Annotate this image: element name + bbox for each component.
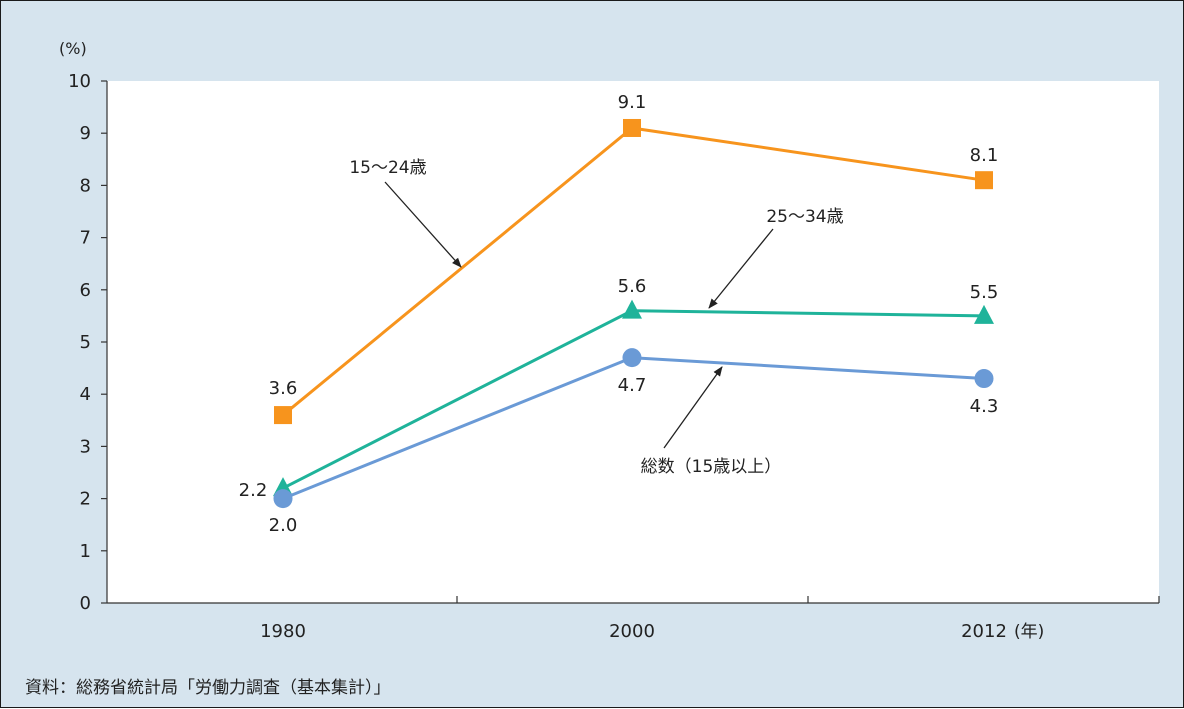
x-tick-label: 2012: [961, 621, 1007, 642]
data-label: 2.0: [269, 515, 298, 536]
x-unit-label: (年): [1014, 622, 1044, 642]
series-name-label: 15～24歳: [349, 158, 426, 178]
series-marker-square: [975, 171, 993, 190]
x-tick-label: 2000: [609, 621, 655, 642]
y-tick-label: 3: [80, 436, 91, 457]
series-marker-circle: [974, 369, 994, 389]
data-label: 9.1: [618, 92, 647, 113]
data-label: 4.7: [618, 375, 647, 396]
data-label: 2.2: [239, 480, 268, 501]
series-marker-square: [623, 118, 641, 137]
y-tick-label: 8: [80, 175, 91, 196]
y-tick-label: 10: [68, 71, 91, 92]
y-unit-label: (%): [59, 39, 87, 58]
series-arrow-pointer: [663, 366, 723, 449]
series-arrow-pointer: [384, 181, 462, 268]
series-marker-square: [274, 406, 292, 425]
source-note: 資料：総務省統計局「労働力調査（基本集計）」: [25, 678, 391, 698]
y-tick-label: 2: [80, 489, 91, 510]
series-marker-triangle: [974, 304, 994, 324]
plot-area: [107, 81, 1159, 603]
y-tick-label: 1: [80, 541, 91, 562]
series-marker-circle: [273, 489, 293, 509]
series-arrow-pointer: [708, 228, 774, 309]
y-tick-label: 0: [80, 593, 91, 614]
data-label: 5.6: [618, 276, 647, 297]
y-tick-label: 6: [80, 280, 91, 301]
series-marker-circle: [622, 348, 642, 368]
series-marker-triangle: [622, 299, 642, 319]
y-tick-label: 4: [80, 384, 91, 405]
x-tick-label: 1980: [260, 621, 306, 642]
data-label: 8.1: [970, 145, 999, 166]
y-tick-label: 5: [80, 332, 91, 353]
series-name-label: 25～34歳: [766, 207, 843, 227]
data-label: 4.3: [970, 396, 999, 417]
y-tick-label: 7: [80, 228, 91, 249]
data-label: 5.5: [970, 282, 999, 303]
series-name-label: 総数（15歳以上）: [641, 457, 782, 477]
data-label: 3.6: [269, 378, 298, 399]
y-tick-label: 9: [80, 123, 91, 144]
